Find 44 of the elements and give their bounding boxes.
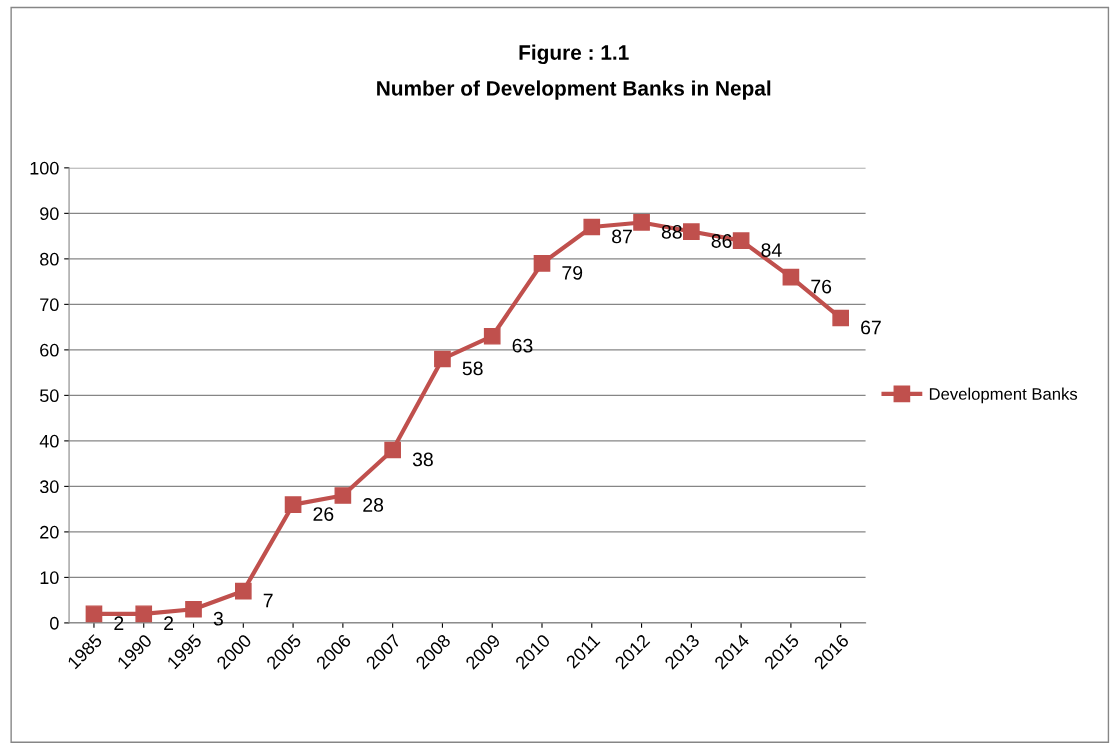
- data-label: 28: [363, 498, 384, 512]
- point: [234, 582, 252, 600]
- point: [732, 232, 750, 249]
- y-tick-label: 100: [30, 161, 59, 175]
- data-label: 38: [412, 452, 433, 467]
- y-tick-label: 10: [40, 571, 59, 585]
- point: [633, 214, 650, 231]
- point: [533, 255, 551, 272]
- point: [583, 218, 601, 236]
- point: [284, 496, 302, 513]
- y-tick-label: 30: [39, 480, 59, 494]
- data-label: 2: [164, 616, 174, 630]
- data-label: 26: [313, 507, 334, 521]
- point: [683, 223, 700, 240]
- y-tick-label: 80: [40, 252, 59, 266]
- y-tick-label: 20: [40, 525, 59, 539]
- y-tick-label: 90: [40, 207, 59, 221]
- data-label: 79: [562, 265, 583, 280]
- data-label: 84: [761, 243, 782, 257]
- data-label: 76: [811, 279, 832, 294]
- data-label: 2: [114, 616, 124, 630]
- y-tick-label: 60: [40, 343, 59, 357]
- y-tick-label: 50: [39, 389, 59, 403]
- point: [135, 605, 153, 623]
- point: [782, 268, 800, 286]
- data-label: 87: [612, 229, 632, 244]
- chart-title: Figure : 1.1: [519, 44, 629, 65]
- y-tick-label: 40: [39, 434, 59, 448]
- point: [85, 605, 103, 623]
- y-tick-label: 0: [50, 616, 59, 630]
- point: [483, 327, 501, 345]
- data-label: 67: [861, 320, 881, 335]
- data-label: 7: [263, 593, 273, 608]
- chart-subtitle: Number of Development Banks in Nepal: [377, 80, 771, 100]
- data-label: 3: [213, 611, 223, 626]
- data-label: 63: [512, 338, 533, 353]
- point: [434, 350, 451, 368]
- legend-label: Development Banks: [929, 387, 1078, 404]
- point: [185, 600, 202, 618]
- point: [832, 309, 850, 327]
- y-tick-label: 70: [40, 298, 59, 312]
- data-label: 58: [462, 361, 483, 376]
- point: [384, 441, 401, 459]
- point: [334, 487, 352, 504]
